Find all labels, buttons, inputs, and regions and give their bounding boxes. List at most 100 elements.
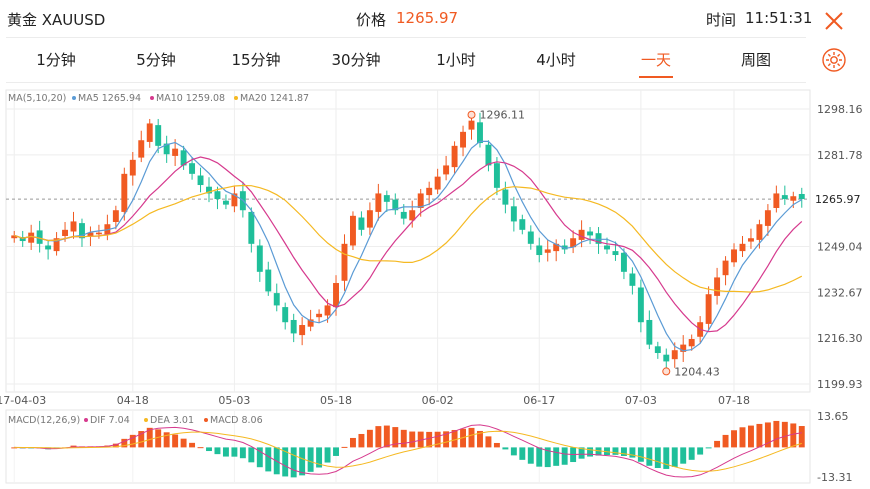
macd-bar xyxy=(290,447,297,478)
candle-body xyxy=(747,238,754,242)
candle-body xyxy=(180,150,187,166)
macd-bar xyxy=(502,447,509,450)
close-button[interactable] xyxy=(822,9,846,33)
macd-bar xyxy=(19,447,26,449)
candle-body xyxy=(705,294,712,324)
tab-0[interactable]: 1分钟 xyxy=(36,51,76,69)
macd-bar xyxy=(62,447,69,449)
y-tick-label: 1232.67 xyxy=(817,286,863,299)
candle-body xyxy=(680,344,687,352)
macd-bar xyxy=(663,447,670,469)
tab-2[interactable]: 15分钟 xyxy=(231,51,281,69)
macd-bar xyxy=(798,426,805,448)
macd-bar xyxy=(112,443,119,448)
candle-body xyxy=(104,224,111,235)
macd-bar xyxy=(11,447,18,449)
macd-bar xyxy=(485,436,492,448)
time-label: 时间 xyxy=(706,11,737,29)
macd-bar xyxy=(358,433,365,448)
macd-bar xyxy=(570,447,577,463)
candle-body xyxy=(197,175,204,186)
macd-bar xyxy=(629,447,636,458)
candle-body xyxy=(112,210,119,222)
macd-bar xyxy=(333,447,339,456)
macd-bar xyxy=(688,447,695,460)
ma-legend-dot xyxy=(234,96,238,100)
macd-bar xyxy=(536,447,543,467)
macd-bar xyxy=(477,430,483,448)
candle-body xyxy=(493,163,500,188)
macd-bar xyxy=(544,447,551,468)
candle-body xyxy=(146,123,153,142)
candle-body xyxy=(620,252,627,272)
candle-body xyxy=(400,211,407,219)
candle-body xyxy=(697,322,704,337)
candle-body xyxy=(578,229,585,240)
candle-body xyxy=(307,319,314,327)
candle-body xyxy=(781,195,788,200)
timeframe-tabs: 1分钟 5分钟 15分钟 30分钟 1小时 4小时 一天 周图 xyxy=(6,37,806,83)
candle-body xyxy=(527,231,534,244)
macd-dea-line xyxy=(14,430,802,472)
candle-body xyxy=(341,243,348,281)
macd-bar xyxy=(434,431,441,448)
macd-bar xyxy=(426,431,433,448)
macd-bar xyxy=(189,442,196,448)
tab-6[interactable]: 一天 xyxy=(606,38,706,82)
y-tick-label: 1249.04 xyxy=(817,241,863,254)
candle-body xyxy=(214,191,221,200)
candle-body xyxy=(629,273,636,286)
macd-bar xyxy=(697,447,704,455)
tab-4[interactable]: 1小时 xyxy=(436,51,476,69)
candle-body xyxy=(333,283,339,308)
macd-bar xyxy=(553,447,560,466)
tab-5[interactable]: 4小时 xyxy=(536,51,576,69)
candle-body xyxy=(409,210,416,221)
x-tick-label: 06-17 xyxy=(523,394,555,407)
macd-legend-prefix: MACD(12,26,9) xyxy=(8,415,80,426)
macd-bar xyxy=(578,447,585,459)
y-tick-label: 1199.93 xyxy=(817,378,863,391)
macd-bar xyxy=(680,447,687,464)
settings-button[interactable] xyxy=(820,46,848,74)
candle-body xyxy=(646,319,653,345)
y-tick-label: 1265.97 xyxy=(817,193,863,206)
candle-body xyxy=(273,293,280,306)
candle-body xyxy=(798,193,805,200)
macd-bar xyxy=(138,431,145,448)
price-label: 价格 xyxy=(356,11,387,29)
macd-bar xyxy=(256,447,263,468)
candle-body xyxy=(155,125,162,146)
header-bar: 黄金 XAUUSD 价格 1265.97 时间 11:51:31 xyxy=(0,0,870,36)
tab-3[interactable]: 30分钟 xyxy=(331,51,381,69)
macd-bar xyxy=(87,446,94,448)
macd-bar xyxy=(53,447,60,449)
macd-bar xyxy=(375,426,382,448)
candle-body xyxy=(688,339,695,347)
candle-body xyxy=(510,206,517,222)
tab-7[interactable]: 周图 xyxy=(740,51,771,69)
candle-body xyxy=(756,224,763,240)
candle-body xyxy=(519,219,526,230)
candle-body xyxy=(28,232,35,243)
min-marker-dot xyxy=(662,367,671,376)
macd-bar xyxy=(417,431,424,448)
ma-legend-item: MA5 1265.94 xyxy=(78,93,141,104)
candle-body xyxy=(477,122,483,144)
candle-body xyxy=(553,243,560,252)
x-tick-label: 05-18 xyxy=(320,394,352,407)
candle-body xyxy=(19,237,26,242)
candle-body xyxy=(45,245,52,250)
macd-bar xyxy=(400,429,407,448)
macd-bar xyxy=(36,447,43,449)
macd-bar xyxy=(739,427,746,448)
macd-bar xyxy=(764,422,771,448)
macd-bar xyxy=(510,447,517,456)
candle-body xyxy=(714,277,721,296)
macd-y-tick-label: -13.31 xyxy=(817,471,852,484)
macd-bar xyxy=(790,423,797,448)
macd-bar xyxy=(409,431,416,448)
tab-1[interactable]: 5分钟 xyxy=(136,51,176,69)
macd-bar xyxy=(519,447,526,460)
max-marker-label: 1296.11 xyxy=(480,109,525,122)
